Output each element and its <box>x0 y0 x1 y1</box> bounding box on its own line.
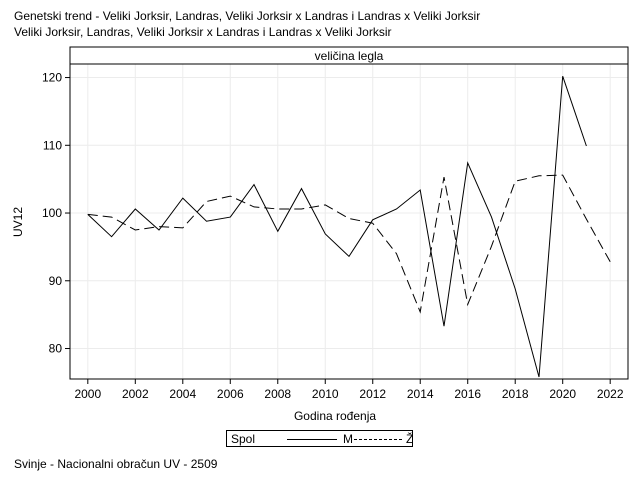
series-line-z <box>87 174 611 314</box>
legend-label-z: Ž <box>406 432 414 446</box>
x-tick-label: 2018 <box>502 387 529 401</box>
x-tick-label: 2022 <box>597 387 624 401</box>
x-tick-label: 2016 <box>454 387 481 401</box>
y-tick-label: 90 <box>49 274 63 288</box>
y-tick-label: 80 <box>49 342 63 356</box>
panel-header <box>69 46 629 65</box>
x-tick-label: 2008 <box>264 387 291 401</box>
grid-layer <box>70 64 628 379</box>
x-tick-label: 2006 <box>217 387 244 401</box>
legend-swatch-z <box>354 439 402 440</box>
y-tick-label: 120 <box>42 71 62 85</box>
x-tick-label: 2020 <box>549 387 576 401</box>
panel-label: veličina legla <box>315 49 384 63</box>
x-tick-label: 2002 <box>122 387 149 401</box>
legend: Spol M Ž <box>226 430 413 447</box>
y-tick-label: 110 <box>43 138 62 152</box>
chart-title-line-1: Genetski trend - Veliki Jorksir, Landras… <box>14 9 481 23</box>
legend-swatch-m <box>287 439 337 440</box>
x-tick-label: 2000 <box>74 387 101 401</box>
x-tick-label: 2014 <box>407 387 434 401</box>
chart-title-line-2: Veliki Jorksir, Landras, Veliki Jorksir … <box>14 25 392 39</box>
series-layer <box>87 76 611 378</box>
x-tick-label: 2010 <box>312 387 339 401</box>
series-line-m <box>87 76 587 378</box>
x-tick-label: 2012 <box>359 387 386 401</box>
x-tick-label: 2004 <box>169 387 196 401</box>
legend-title: Spol <box>231 432 256 446</box>
y-axis-title: UV12 <box>11 207 25 237</box>
x-axis-title: Godina rođenja <box>294 409 376 423</box>
y-tick-label: 100 <box>42 206 62 220</box>
axes-layer: 2000 2002 2004 2006 2008 2010 2012 2014 2016 2018… <box>42 46 629 401</box>
footer-note: Svinje - Nacionalni obračun UV - 2509 <box>14 457 218 471</box>
legend-label-m: M <box>343 432 353 446</box>
